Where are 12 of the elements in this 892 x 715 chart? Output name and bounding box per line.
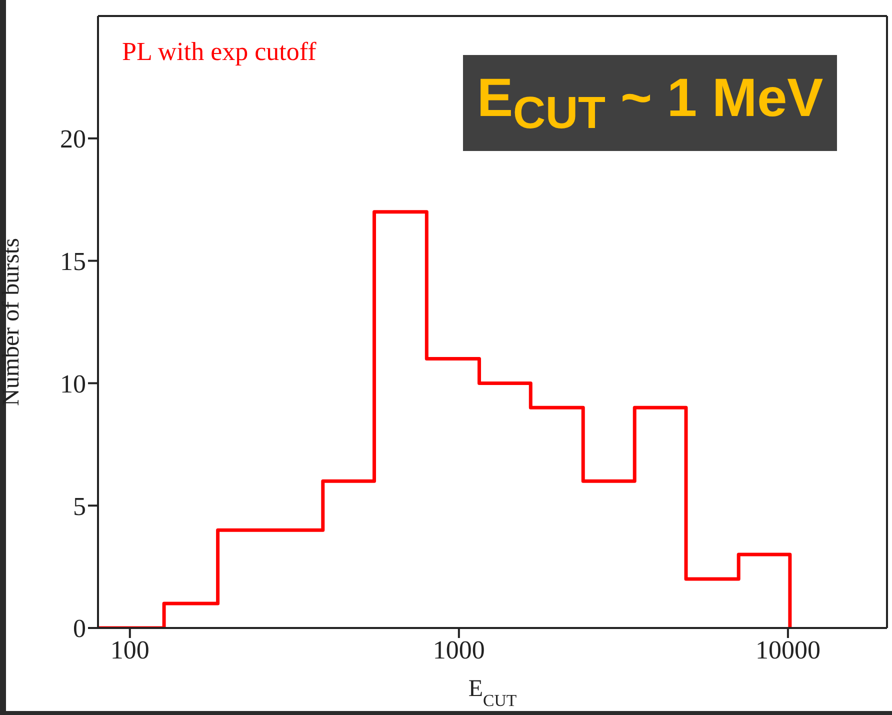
y-tick-label: 10	[60, 369, 86, 398]
x-tick-label: 10000	[755, 635, 820, 664]
annotation: PL with exp cutoff	[122, 37, 317, 66]
y-axis-title: Number of bursts	[0, 238, 25, 406]
y-tick-label: 15	[60, 247, 86, 276]
x-tick-label: 100	[110, 635, 150, 664]
x-axis-title: E$_{CUT}$	[468, 676, 517, 710]
y-tick-label: 20	[60, 124, 86, 154]
x-tick-label: 1000	[432, 635, 485, 664]
y-tick-label: 0	[73, 614, 86, 644]
annotation: E$_{CUT}$ ~ 1 MeV	[477, 67, 824, 139]
y-tick-label: 5	[73, 492, 86, 521]
